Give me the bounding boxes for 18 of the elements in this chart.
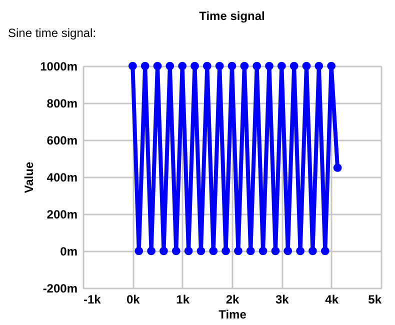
x-tick-label: 2k [226, 292, 240, 306]
x-tick-label: 4k [325, 292, 339, 306]
y-tick-label: 200m [46, 208, 78, 222]
y-tick-label: 1000m [40, 60, 78, 74]
y-tick-label: -200m [42, 282, 78, 296]
y-tick-label: 0m [60, 244, 78, 258]
chart-title: Time signal [199, 9, 265, 23]
x-tick-label: 3k [275, 292, 290, 306]
y-tick-label: 800m [46, 96, 78, 110]
x-tick-label: 5k [368, 292, 382, 306]
x-tick-label: 0k [126, 292, 140, 306]
text: Sine time signal: [8, 26, 96, 40]
y-tick-label: 400m [46, 170, 78, 184]
y-axis-title: Value [22, 162, 36, 194]
x-axis-title: Time [218, 308, 247, 322]
x-tick-label: 1k [176, 292, 190, 306]
x-tick-label: -1k [84, 292, 102, 306]
y-tick-label: 600m [46, 134, 78, 148]
